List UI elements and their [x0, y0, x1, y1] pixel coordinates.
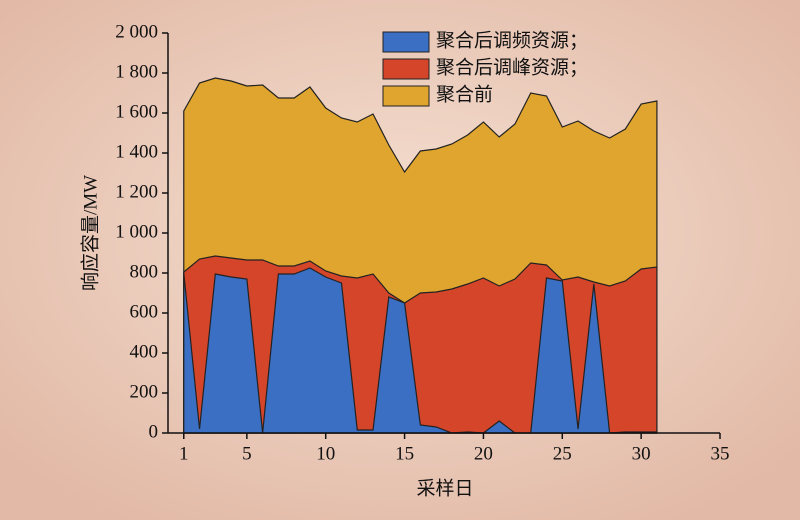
y-tick-label: 800 [130, 261, 159, 282]
y-axis-label: 响应容量/MW [79, 175, 101, 291]
legend-swatch [382, 58, 430, 80]
x-tick-label: 25 [553, 443, 572, 464]
y-tick-label: 2 000 [115, 21, 158, 42]
y-tick-label: 1 600 [115, 101, 158, 122]
x-tick-label: 5 [242, 443, 252, 464]
y-tick-label: 0 [149, 421, 159, 442]
legend-swatch [382, 85, 430, 107]
y-tick-label: 1 000 [115, 221, 158, 242]
x-tick-label: 1 [179, 443, 189, 464]
x-tick-label: 35 [711, 443, 730, 464]
x-tick-label: 15 [395, 443, 414, 464]
x-axis-label: 采样日 [416, 477, 473, 499]
legend-label: 聚合后调峰资源； [436, 56, 588, 78]
x-tick-label: 30 [632, 443, 651, 464]
y-tick-label: 400 [130, 341, 159, 362]
x-tick-label: 10 [316, 443, 335, 464]
legend-label: 聚合前 [436, 83, 493, 105]
y-tick-label: 1 400 [115, 141, 158, 162]
x-tick-label: 20 [474, 443, 493, 464]
y-tick-label: 1 200 [115, 181, 158, 202]
legend-label: 聚合后调频资源； [436, 29, 588, 51]
legend-swatch [382, 31, 430, 53]
y-tick-label: 600 [130, 301, 159, 322]
y-tick-label: 1 800 [115, 61, 158, 82]
area [183, 267, 658, 434]
y-tick-label: 200 [130, 381, 159, 402]
